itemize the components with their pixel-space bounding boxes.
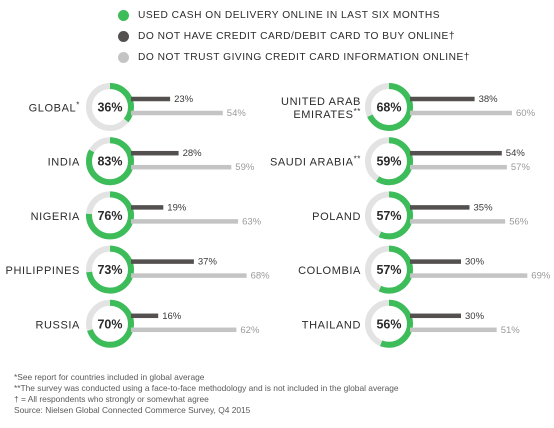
bar-no-trust-label: 69% [531, 271, 551, 282]
country-row-poland: 57% POLAND 35% 56% [312, 191, 529, 240]
country-label: NIGERIA [31, 211, 80, 223]
country-label: POLAND [312, 211, 361, 223]
footnote-dagger: † = All respondents who strongly or some… [14, 394, 209, 404]
legend-item-no-card: DO NOT HAVE CREDIT CARD/DEBIT CARD TO BU… [118, 28, 455, 44]
legend-swatch-green [118, 9, 129, 21]
country-row-colombia: 57% COLOMBIA 30% 69% [298, 245, 551, 294]
country-label: UNITED ARAB [281, 96, 361, 108]
ring-arc-cod [365, 245, 413, 294]
ring-value-label: 57% [376, 209, 401, 223]
footnotes: *See report for countries included in gl… [14, 372, 544, 416]
ring-arc-cod [86, 83, 134, 131]
bar-no-card-label: 38% [479, 94, 499, 105]
bar-no-card [131, 205, 164, 210]
legend-swatch-dark [118, 30, 129, 42]
country-label: GLOBAL* [29, 101, 80, 115]
country-row-global: 36% GLOBAL* 23% 54% [29, 83, 247, 131]
country-label: COLOMBIA [298, 265, 361, 277]
country-label: THAILAND [302, 319, 361, 331]
ring-arc-cod [86, 299, 134, 348]
ring-arc-cod [86, 245, 134, 294]
bar-no-trust [410, 327, 497, 333]
bar-no-trust [131, 164, 232, 170]
ring-value-label: 73% [97, 263, 122, 277]
bar-no-card [410, 150, 502, 156]
country-label: EMIRATES** [293, 107, 361, 121]
bar-no-card-label: 16% [162, 311, 182, 322]
bar-no-card-label: 30% [465, 257, 485, 268]
bar-no-card [410, 96, 475, 102]
legend: USED CASH ON DELIVERY ONLINE IN LAST SIX… [0, 0, 554, 70]
bar-no-trust [410, 164, 507, 170]
bar-no-trust [131, 219, 239, 224]
bar-no-card-label: 54% [506, 148, 526, 159]
country-row-russia: 70% RUSSIA 16% 62% [35, 299, 260, 348]
bar-no-trust-label: 56% [509, 216, 529, 227]
ring-arc-cod [365, 137, 413, 186]
bar-no-trust-label: 68% [251, 271, 271, 282]
ring-arc-cod [365, 299, 413, 348]
bar-no-trust [131, 273, 247, 278]
country-label: INDIA [48, 157, 80, 169]
bar-no-card-label: 30% [465, 311, 485, 322]
footnote-source: Source: Nielsen Global Connected Commerc… [14, 405, 251, 415]
ring-arc-cod [86, 191, 134, 240]
bar-no-trust [410, 219, 506, 224]
ring-value-label: 76% [97, 209, 122, 223]
bar-no-trust-label: 63% [242, 216, 262, 227]
legend-label: USED CASH ON DELIVERY ONLINE IN LAST SIX… [138, 9, 441, 21]
footnote-global: *See report for countries included in gl… [14, 372, 205, 382]
ring-value-label: 57% [376, 263, 401, 277]
bar-no-trust-label: 57% [511, 162, 531, 173]
bar-no-trust-label: 54% [227, 108, 247, 119]
country-row-philippines: 73% PHILIPPINES 37% 68% [6, 245, 271, 294]
bar-no-card [131, 259, 194, 264]
legend-label: DO NOT HAVE CREDIT CARD/DEBIT CARD TO BU… [138, 30, 455, 42]
bar-no-card [410, 313, 461, 319]
bar-no-card [131, 313, 159, 319]
bar-no-card-label: 35% [474, 202, 494, 213]
country-label: RUSSIA [35, 319, 80, 331]
country-label: PHILIPPINES [6, 265, 80, 277]
bar-no-card [131, 96, 171, 102]
country-row-thailand: 56% THAILAND 30% 51% [302, 299, 521, 348]
ring-value-label: 59% [376, 155, 401, 169]
country-label: SAUDI ARABIA** [270, 155, 361, 169]
ring-arc-cod [365, 83, 413, 131]
bar-no-card [410, 205, 470, 210]
chart: 36% GLOBAL* 23% 54% 83% INDIA 28% 59% 76% NIGERIA… [6, 83, 551, 348]
bar-no-trust-label: 60% [516, 108, 536, 119]
country-row-nigeria: 76% NIGERIA 19% 63% [31, 191, 262, 240]
country-row-saudi-arabia: 59% SAUDI ARABIA** 54% 57% [270, 137, 531, 186]
bar-no-trust-label: 51% [501, 325, 521, 336]
legend-label: DO NOT TRUST GIVING CREDIT CARD INFORMAT… [138, 51, 470, 63]
bar-no-card-label: 28% [183, 148, 203, 159]
ring-value-label: 70% [97, 317, 122, 331]
bar-no-card [410, 259, 461, 264]
legend-item-cod: USED CASH ON DELIVERY ONLINE IN LAST SIX… [118, 7, 440, 23]
bar-no-trust [131, 110, 223, 116]
bar-no-trust [131, 327, 237, 333]
bar-no-card-label: 19% [167, 202, 187, 213]
ring-value-label: 68% [376, 101, 401, 115]
bar-no-trust [410, 273, 528, 278]
bar-no-trust [410, 110, 512, 116]
bar-no-trust-label: 59% [235, 162, 255, 173]
bar-no-card-label: 23% [174, 94, 194, 105]
bar-no-card [131, 150, 179, 156]
bar-no-trust-label: 62% [240, 325, 260, 336]
legend-swatch-gray [118, 51, 129, 63]
ring-value-label: 36% [97, 101, 122, 115]
bar-no-card-label: 37% [198, 257, 218, 268]
footnote-methodology: **The survey was conducted using a face-… [14, 383, 399, 393]
country-row-india: 83% INDIA 28% 59% [48, 137, 255, 186]
legend-item-no-trust: DO NOT TRUST GIVING CREDIT CARD INFORMAT… [118, 49, 470, 65]
ring-value-label: 83% [97, 155, 122, 169]
ring-arc-cod [86, 137, 134, 186]
ring-arc-cod [365, 191, 413, 240]
ring-value-label: 56% [376, 317, 401, 331]
